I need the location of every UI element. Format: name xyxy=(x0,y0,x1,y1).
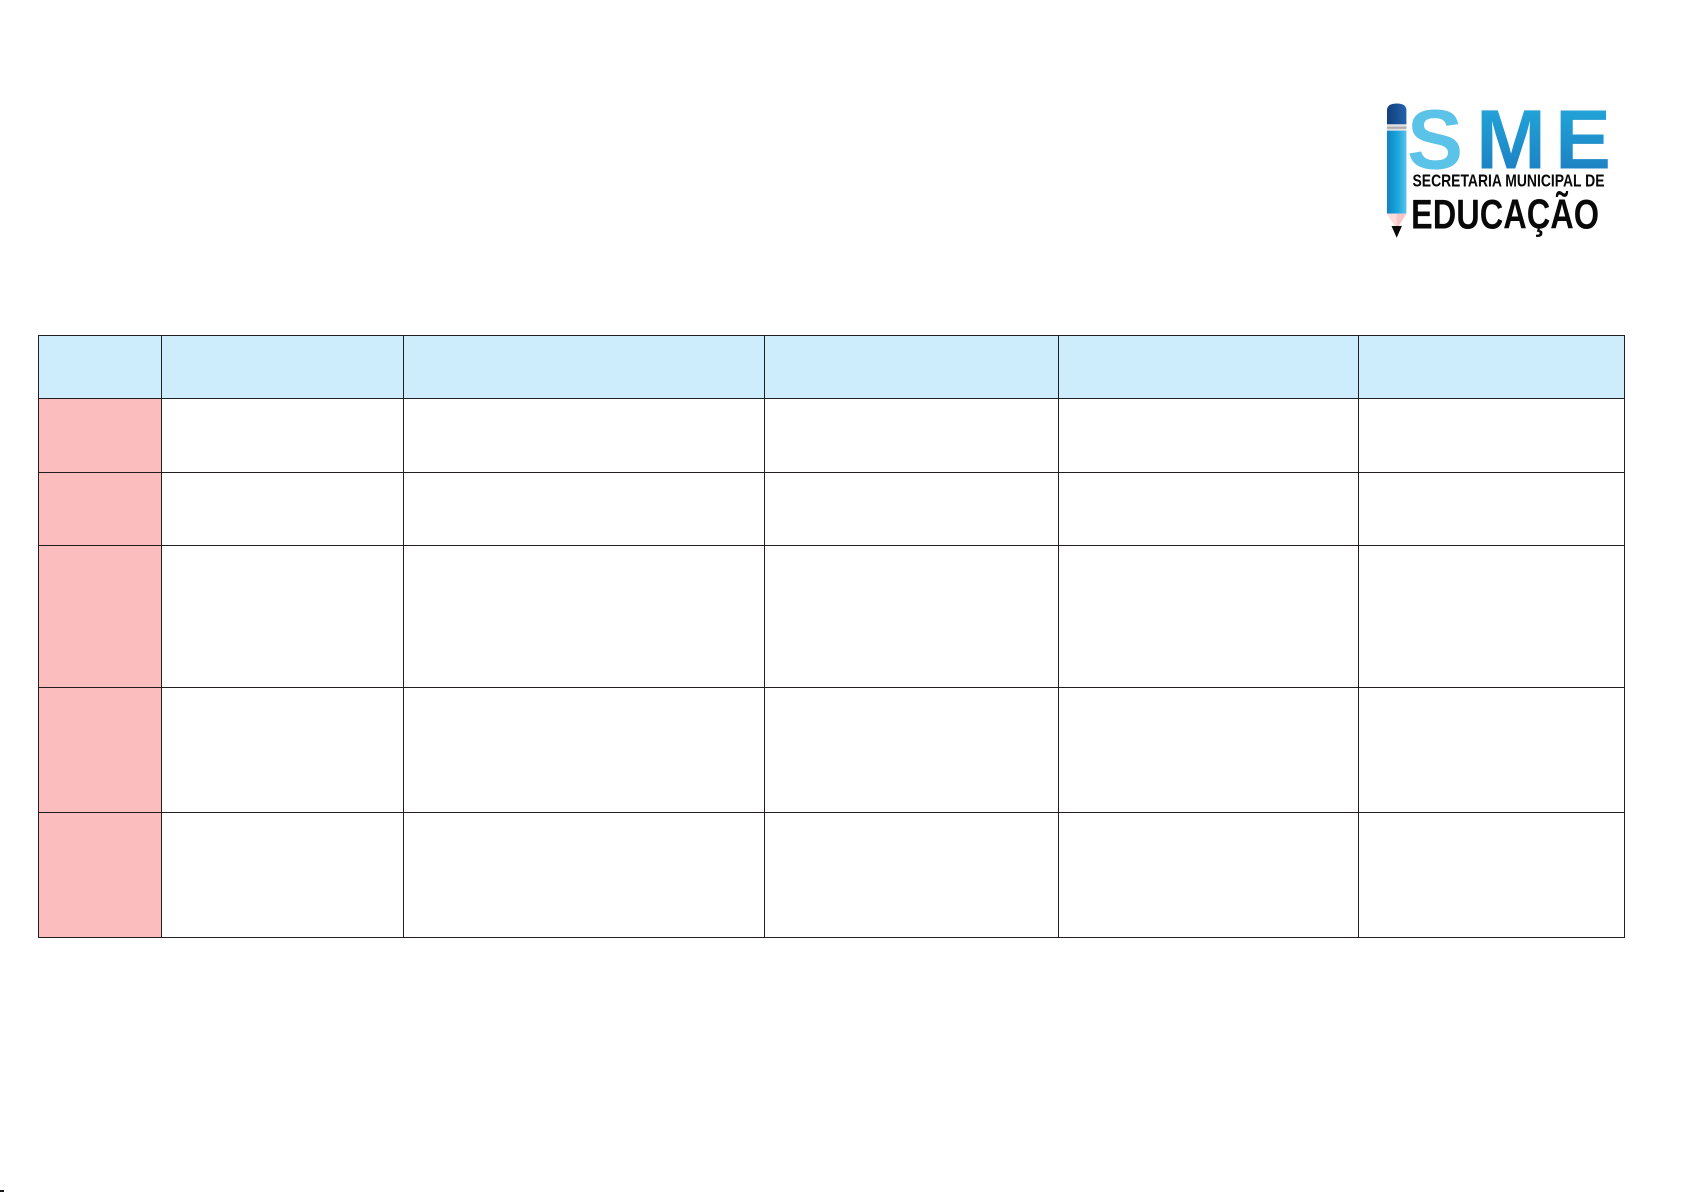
svg-text:SECRETARIA MUNICIPAL DE: SECRETARIA MUNICIPAL DE xyxy=(1413,171,1605,191)
svg-text:EDUCAÇÃO: EDUCAÇÃO xyxy=(1411,191,1599,238)
